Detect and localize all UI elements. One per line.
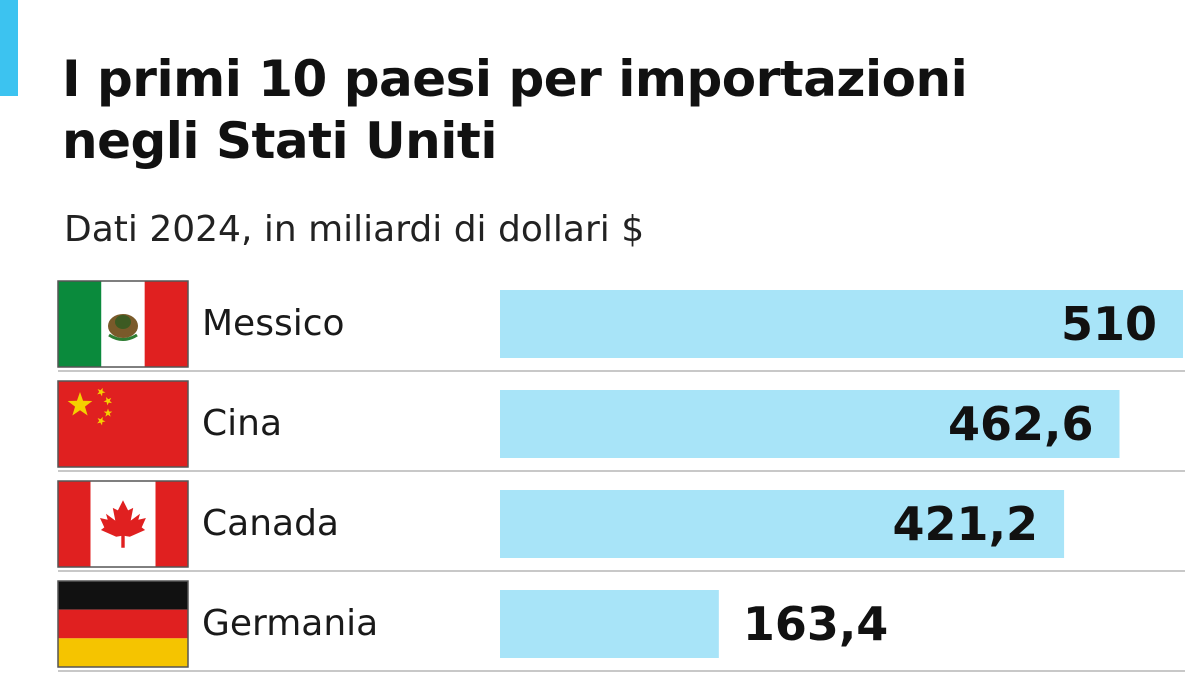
chart-row: Canada 421,2: [57, 480, 1185, 572]
bar: [500, 290, 1183, 358]
data-label: 421,2: [893, 497, 1039, 551]
title-line-2: negli Stati Uniti: [62, 112, 497, 170]
germany-flag-icon: [57, 580, 189, 668]
mexico-flag-icon: [57, 280, 189, 368]
canada-flag-icon: [57, 480, 189, 568]
bar: [500, 590, 719, 658]
accent-bar: [0, 0, 18, 96]
data-label: 510: [1061, 297, 1157, 351]
category-label: Cina: [202, 403, 282, 444]
category-label: Canada: [202, 503, 339, 544]
chart-row: Cina 462,6: [57, 380, 1185, 472]
category-label: Messico: [202, 303, 345, 344]
chart-row: Germania 163,4: [57, 580, 1185, 672]
chart-row: Messico 510: [57, 280, 1185, 372]
bar: [500, 390, 1120, 458]
data-label: 462,6: [948, 397, 1094, 451]
chart-subtitle: Dati 2024, in miliardi di dollari $: [64, 209, 645, 250]
china-flag-icon: [57, 380, 189, 468]
title-line-1: I primi 10 paesi per importazioni: [62, 50, 968, 108]
data-label: 163,4: [743, 597, 889, 651]
chart-title: I primi 10 paesi per importazioni negli …: [62, 48, 1162, 172]
category-label: Germania: [202, 603, 378, 644]
bar: [500, 490, 1065, 558]
